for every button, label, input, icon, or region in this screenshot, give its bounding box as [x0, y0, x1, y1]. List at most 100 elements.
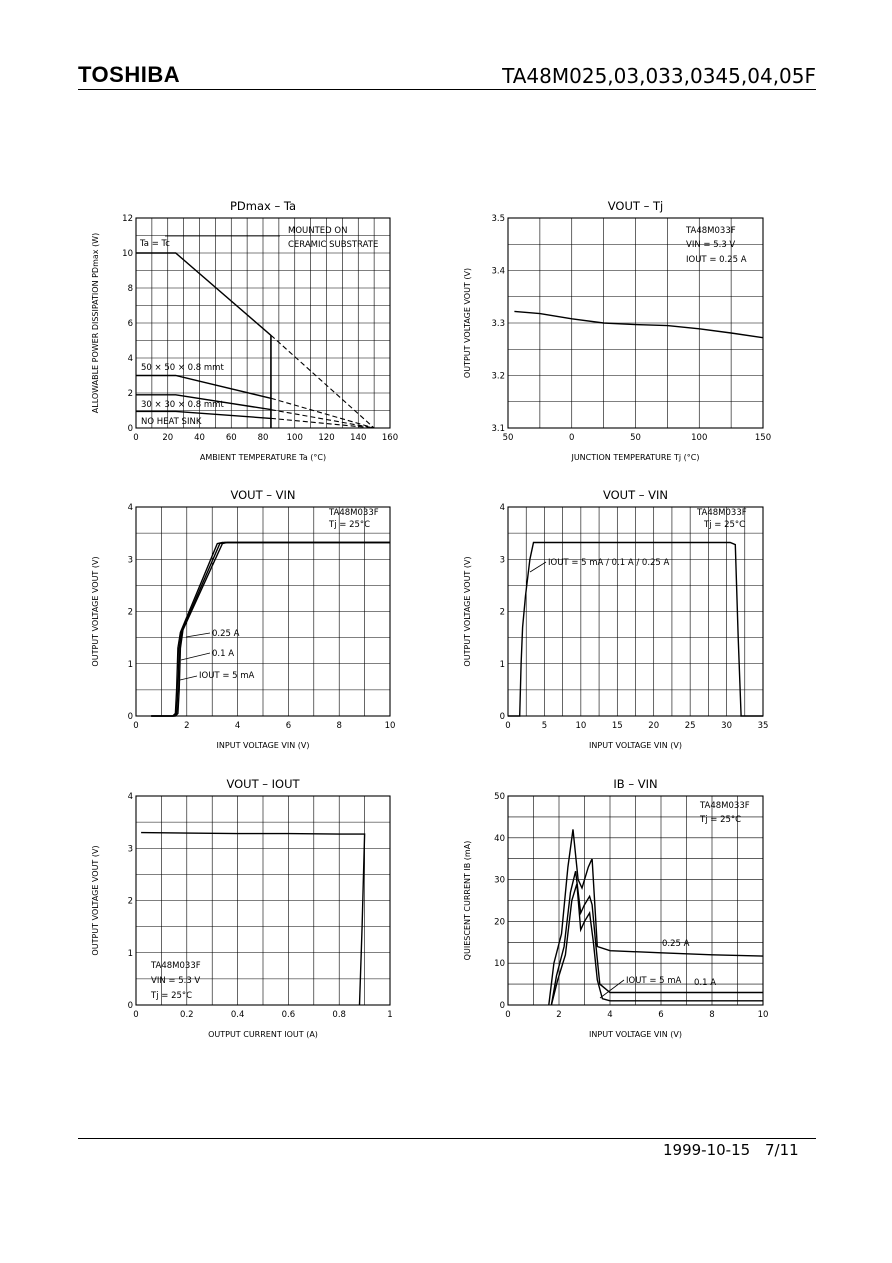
- x-axis-label: JUNCTION TEMPERATURE Tj (°C): [570, 453, 699, 462]
- x-tick-label: 0: [505, 721, 510, 731]
- annotation: IOUT = 5 mA: [626, 976, 682, 986]
- x-axis-label: INPUT VOLTAGE VIN (V): [589, 1030, 682, 1039]
- y-axis-label: OUTPUT VOLTAGE VOUT (V): [91, 845, 100, 955]
- annotation: VIN = 5.3 V: [686, 240, 735, 250]
- annotation: IOUT = 5 mA / 0.1 A / 0.25 A: [548, 558, 670, 568]
- x-tick-label: 0.6: [282, 1010, 296, 1020]
- y-tick-label: 4: [128, 503, 133, 513]
- y-tick-label: 10: [494, 959, 505, 969]
- x-tick-label: 0.8: [332, 1010, 346, 1020]
- x-tick-label: 0: [133, 433, 138, 443]
- annotation: TA48M033F: [328, 508, 379, 518]
- x-tick-label: 40: [194, 433, 205, 443]
- annotation: IOUT = 0.25 A: [686, 255, 747, 265]
- plot-frame: [507, 506, 764, 717]
- series-line: [550, 883, 763, 1006]
- leader-line: [529, 561, 547, 573]
- annotation-leaders: [165, 235, 625, 999]
- x-axis-label: INPUT VOLTAGE VIN (V): [217, 741, 310, 750]
- chart-title: VOUT – VIN: [603, 488, 668, 502]
- y-tick-label: 0: [500, 712, 505, 722]
- x-tick-label: 0: [133, 1010, 138, 1020]
- y-tick-label: 8: [128, 284, 133, 294]
- y-tick-label: 2: [128, 389, 133, 399]
- y-tick-label: 3.4: [491, 267, 505, 277]
- annotation: 30 × 30 × 0.8 mmt: [141, 400, 224, 410]
- annotation: CERAMIC SUBSTRATE: [288, 240, 378, 250]
- y-tick-label: 4: [128, 792, 133, 802]
- y-tick-label: 20: [494, 917, 505, 927]
- header-rule: [78, 89, 816, 90]
- annotation: 0.1 A: [212, 649, 234, 659]
- plot-frame: [135, 795, 391, 1006]
- leader-line: [185, 632, 211, 638]
- x-tick-label: 100: [287, 433, 303, 443]
- leader-line: [180, 652, 211, 661]
- annotation: TA48M033F: [699, 801, 750, 811]
- y-tick-label: 4: [500, 503, 505, 513]
- series-line: [136, 374, 272, 399]
- y-tick-label: 40: [494, 834, 505, 844]
- y-tick-label: 1: [128, 949, 133, 959]
- chart-ib: 0 2 4 6 8 10 0 10 20 30 40 50 IB – VIN INPUT VOLTAGE …: [463, 777, 768, 1039]
- series-extension-dashed: [270, 397, 375, 429]
- series-line: [141, 831, 366, 1006]
- chart-title: PDmax – Ta: [230, 199, 296, 213]
- leader-line: [599, 979, 625, 999]
- series-line: [151, 541, 390, 717]
- x-tick-label: 25: [685, 721, 696, 731]
- x-tick-label: 160: [382, 433, 398, 443]
- x-tick-label: 0: [569, 433, 574, 443]
- y-axis-label: OUTPUT VOLTAGE VOUT (V): [463, 556, 472, 666]
- y-tick-label: 3.2: [491, 372, 505, 382]
- x-tick-label: 4: [235, 721, 240, 731]
- y-axis-label: OUTPUT VOLTAGE VOUT (V): [463, 268, 472, 378]
- x-axis-label: INPUT VOLTAGE VIN (V): [589, 741, 682, 750]
- x-tick-label: 35: [758, 721, 769, 731]
- x-tick-label: 1: [387, 1010, 392, 1020]
- x-tick-label: 8: [709, 1010, 714, 1020]
- series-extension-dashed: [270, 417, 375, 429]
- y-tick-label: 50: [494, 792, 505, 802]
- x-tick-label: 0: [133, 721, 138, 731]
- plot-frame: [507, 217, 764, 429]
- x-tick-label: 2: [184, 721, 189, 731]
- series-line: [136, 410, 271, 420]
- series-line: [136, 394, 272, 411]
- annotation: 0.25 A: [212, 629, 240, 639]
- y-tick-label: 1: [500, 660, 505, 670]
- plot-frame: [507, 795, 764, 1006]
- y-tick-label: 2: [128, 897, 133, 907]
- annotation: 50 × 50 × 0.8 mmt: [141, 363, 224, 373]
- x-tick-label: 2: [556, 1010, 561, 1020]
- y-tick-label: 0: [500, 1001, 505, 1011]
- x-tick-label: 6: [658, 1010, 663, 1020]
- annotation: 0.25 A: [662, 939, 690, 949]
- series-line: [550, 871, 763, 1006]
- x-tick-label: 30: [721, 721, 732, 731]
- footer-page-number: 7/11: [765, 1141, 799, 1159]
- y-tick-label: 3: [128, 844, 133, 854]
- series-line: [548, 829, 764, 1006]
- chart-title: VOUT – IOUT: [226, 777, 300, 791]
- series-extension-dashed: [270, 409, 375, 429]
- y-axis-label: ALLOWABLE POWER DISSIPATION PDmax (W): [91, 233, 100, 413]
- footer-rule: [78, 1138, 816, 1139]
- y-tick-label: 12: [122, 214, 133, 224]
- x-tick-label: 0.2: [180, 1010, 194, 1020]
- chart-title: VOUT – Tj: [608, 199, 663, 213]
- chart-title: IB – VIN: [613, 777, 657, 791]
- x-tick-label: 15: [612, 721, 623, 731]
- y-tick-label: 0: [128, 1001, 133, 1011]
- y-tick-label: 6: [128, 319, 133, 329]
- annotation: Tj = 25°C: [150, 991, 192, 1001]
- chart-title: VOUT – VIN: [230, 488, 295, 502]
- annotation: MOUNTED ON: [288, 226, 347, 236]
- y-tick-label: 0: [128, 712, 133, 722]
- brand-logo: TOSHIBA: [78, 62, 181, 87]
- annotation: TA48M033F: [696, 508, 747, 518]
- chart-vt: 50 0 50 100 150 3.1 3.2 3.3 3.4 3.5 VOUT – Tj JUNCT…: [463, 199, 771, 462]
- x-axis-label: OUTPUT CURRENT IOUT (A): [208, 1030, 318, 1039]
- y-tick-label: 10: [122, 249, 133, 259]
- x-tick-label: 0: [505, 1010, 510, 1020]
